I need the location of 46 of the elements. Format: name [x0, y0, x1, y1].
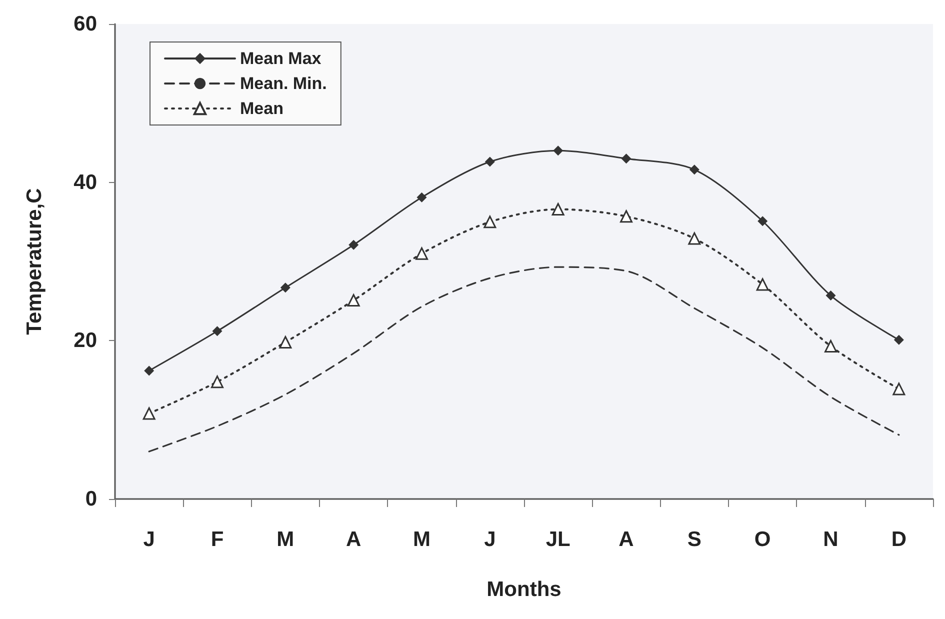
- point: [756, 278, 769, 291]
- point: [347, 294, 360, 307]
- legend-label: Mean. Min.: [240, 74, 327, 93]
- point: [688, 232, 701, 245]
- point: [689, 164, 700, 175]
- point: [484, 156, 495, 167]
- point: [279, 336, 292, 348]
- point: [416, 192, 427, 202]
- legend-label: Mean: [240, 99, 284, 118]
- x-tick-label: D: [891, 528, 907, 551]
- point: [144, 366, 154, 376]
- point: [553, 146, 564, 156]
- point: [280, 282, 290, 293]
- x-tick-label: J: [484, 528, 496, 551]
- x-tick-label: A: [346, 528, 362, 551]
- y-tick-label: 20: [74, 329, 97, 352]
- x-tick-label: J: [143, 528, 155, 551]
- point: [484, 216, 496, 228]
- point: [620, 210, 632, 223]
- point: [212, 326, 222, 336]
- x-tick-label: N: [823, 528, 838, 551]
- y-axis-title: Temperature,C: [23, 188, 46, 335]
- point: [211, 376, 224, 388]
- x-tick-label: F: [210, 528, 224, 551]
- line-series: [148, 266, 900, 452]
- x-tick-label: JL: [546, 528, 571, 551]
- x-tick-label: S: [687, 528, 702, 551]
- x-tick-label: A: [618, 528, 634, 551]
- point: [758, 216, 768, 226]
- point: [826, 290, 836, 301]
- x-tick-label: M: [276, 528, 294, 551]
- point: [348, 240, 359, 250]
- point: [621, 154, 632, 164]
- x-tick-label: M: [413, 528, 430, 551]
- legend-label: Mean Max: [240, 49, 322, 68]
- y-tick-label: 0: [85, 488, 97, 510]
- point: [824, 340, 837, 352]
- point: [552, 203, 564, 216]
- x-axis-title: Months: [486, 578, 562, 601]
- y-tick-label: 60: [74, 12, 97, 36]
- point: [892, 382, 906, 396]
- point: [416, 247, 428, 260]
- point: [142, 407, 156, 420]
- x-tick-label: O: [754, 528, 771, 551]
- point: [894, 334, 904, 345]
- y-tick-label: 40: [74, 170, 97, 194]
